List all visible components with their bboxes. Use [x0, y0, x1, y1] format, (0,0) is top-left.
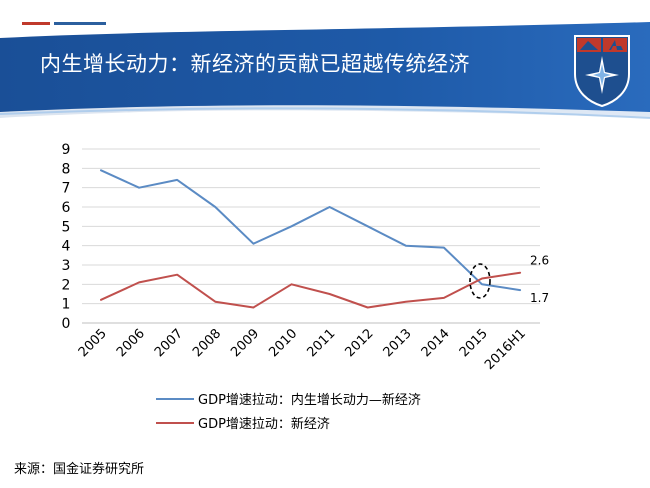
- series-line-1: [100, 169, 522, 292]
- y-tick-label: 9: [62, 142, 71, 158]
- slide-title: 内生增长动力：新经济的贡献已超越传统经济: [40, 52, 470, 76]
- x-tick-label: 2011: [304, 326, 338, 360]
- y-tick-label: 4: [62, 239, 71, 255]
- x-tick-label: 2006: [114, 326, 148, 360]
- y-tick-label: 8: [62, 161, 71, 177]
- source-note: 来源：国金证券研究所: [14, 462, 145, 477]
- accent-rule-blue: [54, 22, 106, 25]
- x-axis-ticks: 2005 2006 2007 2008 2009 2010 2011 2012 2013 2014…: [76, 326, 529, 373]
- y-tick-label: 6: [62, 200, 71, 216]
- y-tick-label: 2: [62, 277, 71, 293]
- x-tick-label: 2012: [343, 326, 377, 360]
- y-tick-label: 3: [62, 258, 71, 274]
- x-tick-label: 2009: [228, 326, 262, 360]
- y-tick-label: 7: [62, 181, 71, 197]
- university-crest-logo: [574, 35, 630, 108]
- end-value-labels: 1.7 2.6: [530, 254, 549, 305]
- x-tick-label: 2014: [419, 326, 453, 360]
- x-tick-label: 2010: [266, 326, 300, 360]
- end-value-label-2: 2.6: [530, 254, 549, 268]
- header-banner: [0, 22, 650, 130]
- legend-label-2: GDP增速拉动：新经济: [198, 416, 330, 432]
- x-tick-label: 2007: [152, 326, 186, 360]
- x-tick-label: 2016H1: [482, 326, 529, 373]
- y-tick-label: 0: [62, 316, 71, 332]
- grid-lines: [82, 148, 540, 324]
- y-axis-ticks: 0 1 2 3 4 5 6 7 8 9: [62, 142, 71, 332]
- accent-rule-red: [22, 22, 50, 25]
- crossover-highlight-ellipse: [469, 263, 491, 299]
- y-tick-label: 1: [62, 297, 71, 313]
- legend: GDP增速拉动：内生增长动力—新经济 GDP增速拉动：新经济: [156, 392, 421, 432]
- series-line-2: [100, 271, 522, 309]
- x-tick-label: 2008: [190, 326, 224, 360]
- end-value-label-1: 1.7: [530, 291, 549, 305]
- x-tick-label: 2015: [457, 326, 491, 360]
- legend-label-1: GDP增速拉动：内生增长动力—新经济: [198, 392, 421, 408]
- series-lines: [100, 169, 522, 309]
- x-tick-label: 2005: [76, 326, 110, 360]
- x-tick-label: 2013: [381, 326, 415, 360]
- y-tick-label: 5: [62, 219, 71, 235]
